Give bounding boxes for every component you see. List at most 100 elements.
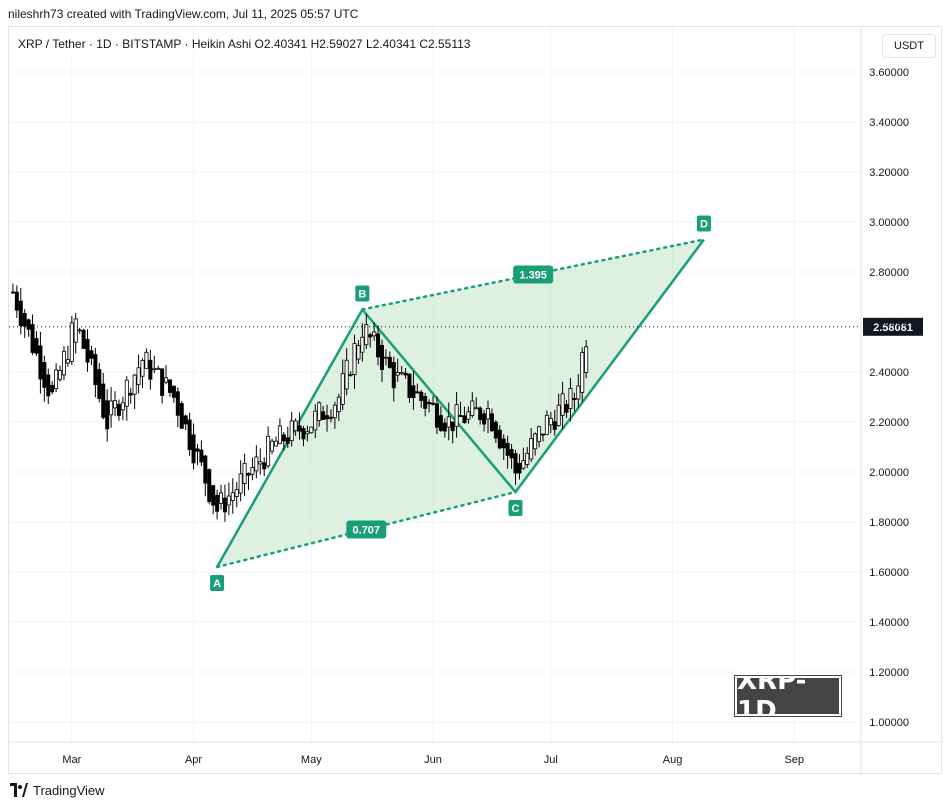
candle-body (116, 403, 121, 416)
candle-body (144, 351, 149, 369)
candle (191, 423, 196, 470)
y-tick-label: 2.00000 (869, 467, 909, 479)
candle (61, 346, 66, 381)
candle-body (497, 429, 502, 449)
candle-body (69, 322, 74, 362)
candle (352, 334, 357, 390)
candle (336, 393, 341, 421)
candle-body (470, 400, 475, 416)
y-tick-label: 2.60000 (869, 317, 909, 329)
candle-body (434, 403, 439, 428)
candle (505, 435, 510, 469)
candle (187, 412, 192, 456)
candle-body (18, 300, 23, 327)
candle (97, 362, 102, 403)
candle-body (167, 379, 172, 393)
candle-body (285, 437, 290, 444)
candle (222, 484, 227, 522)
candle (46, 368, 51, 405)
candle-body (266, 435, 271, 467)
candle (383, 349, 388, 366)
ratio-label: 0.707 (353, 525, 381, 537)
candle (113, 391, 118, 417)
current-price-tag (863, 317, 923, 336)
candle (419, 389, 424, 408)
candle-body (466, 411, 471, 420)
candle-body (533, 433, 538, 450)
candle (407, 373, 412, 403)
candle (521, 447, 526, 470)
candle-body (313, 410, 318, 431)
candle (273, 436, 278, 447)
candle-body (89, 350, 94, 359)
candle-body (191, 434, 196, 464)
y-tick-label: 1.00000 (869, 717, 909, 729)
candle-body (344, 359, 349, 390)
candle-body (238, 473, 243, 494)
candle-body (321, 411, 326, 420)
candle-body (46, 374, 51, 397)
point-label-box-d (696, 215, 711, 232)
candle (458, 401, 463, 417)
candle-body (97, 369, 102, 399)
candle-body (222, 497, 227, 513)
currency-selector[interactable]: USDT (882, 34, 936, 58)
candle (513, 449, 518, 485)
candle-body (26, 319, 31, 330)
candle (234, 482, 239, 508)
candle (415, 383, 420, 394)
candle-body (187, 419, 192, 451)
y-tick-label: 2.80000 (869, 267, 909, 279)
candle (584, 340, 589, 379)
candle (552, 409, 557, 436)
chart-frame[interactable]: 2.58081 A B C D 0.707 1.395 3.60000 3.40000 3.2… (8, 26, 943, 775)
candle-body (179, 403, 184, 429)
candle-body (289, 420, 294, 442)
candle-body (521, 460, 526, 469)
candle (14, 285, 19, 318)
symbol-legend: XRP / Tether · 1D · BITSTAMP · Heikin As… (16, 36, 473, 52)
price-axis: 3.60000 3.40000 3.20000 3.00000 2.80000 2.600… (860, 27, 909, 775)
candle-body (489, 413, 494, 432)
candle (101, 372, 106, 420)
price-chart[interactable]: 2.58081 A B C D 0.707 1.395 3.60000 3.40000 3.2… (9, 27, 943, 775)
candle (395, 358, 400, 382)
candle (69, 315, 74, 365)
candle (509, 444, 514, 470)
candle (164, 365, 169, 385)
candle-body (509, 448, 514, 459)
candle-body (301, 428, 306, 440)
candle-body (336, 396, 341, 412)
candle-body (317, 402, 322, 421)
candle-body (474, 407, 479, 410)
candle (399, 365, 404, 376)
candle-body (101, 383, 106, 418)
candle-body (407, 373, 412, 398)
candle-body (132, 374, 137, 395)
footer[interactable]: TradingView (10, 780, 105, 800)
candle (128, 387, 133, 404)
candle-body (372, 331, 377, 337)
candle-body (540, 433, 545, 436)
candle (289, 411, 294, 447)
candle-body (564, 404, 569, 413)
candle-body (160, 368, 165, 396)
candle-body (419, 391, 424, 402)
candle (442, 418, 447, 438)
candle-body (478, 407, 483, 421)
candle-body (544, 414, 549, 435)
candle (183, 414, 188, 431)
candle-body (501, 438, 506, 449)
candle (501, 434, 506, 461)
candle (85, 329, 90, 372)
candle (73, 312, 78, 354)
candle-body (262, 462, 267, 470)
candle-body (450, 421, 455, 432)
candle-body (486, 408, 491, 420)
candle (379, 339, 384, 382)
candle-body (395, 372, 400, 376)
candle (93, 347, 98, 398)
candle-body (65, 359, 70, 364)
candle-body (156, 367, 161, 370)
candle-body (552, 421, 557, 430)
